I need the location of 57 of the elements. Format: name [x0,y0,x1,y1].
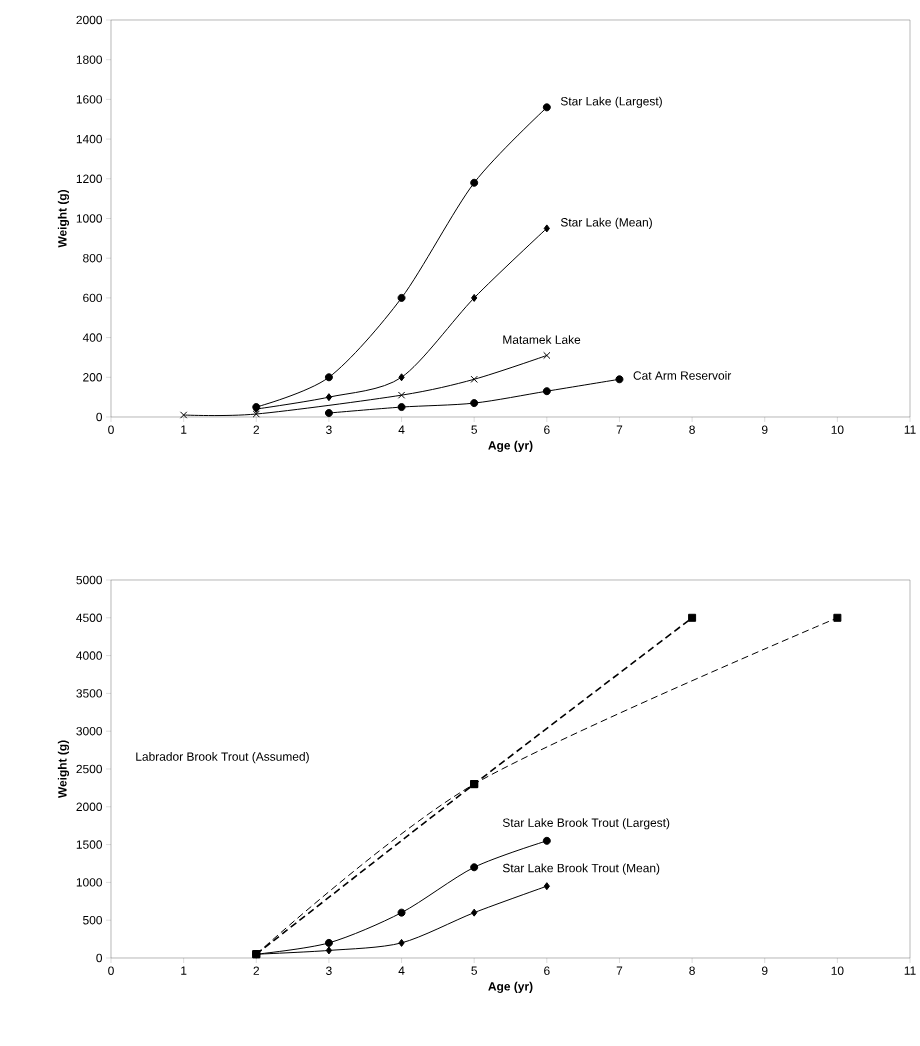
y-tick-label: 2500 [76,764,103,774]
x-tick-label: 1 [181,966,187,975]
x-tick-label: 4 [398,425,405,434]
x-tick-label: 0 [108,425,115,434]
y-tick-label: 800 [83,253,103,263]
x-tick-label: 7 [616,425,623,434]
x-tick-label: 5 [471,425,478,434]
y-tick-label: 1000 [77,878,103,887]
y-tick-label: 1200 [77,174,103,184]
text: Star Lake Brook Trout (Largest) [503,818,670,830]
x-tick-label: 4 [398,966,405,975]
y-tick-label: 0 [96,953,103,963]
annotation: Labrador Brook Trout (Assumed) [136,752,310,764]
x-tick-label: 1 [181,425,187,434]
x-tick-label: 9 [762,966,768,975]
y-tick-label: 1800 [77,55,103,64]
series-label: Star Lake (Largest) [561,96,663,108]
y-axis-title: Weight (g) [58,189,70,248]
x-axis-title: Age (yr) [488,981,533,994]
x-tick-label: 7 [616,966,623,975]
x-tick-label: 9 [762,425,768,434]
x-tick-label: 8 [689,425,696,434]
y-tick-label: 1400 [77,134,103,144]
y-axis-title: Weight (g) [58,740,70,799]
x-tick-label: 10 [831,966,844,975]
x-tick-label: 0 [108,966,115,975]
x-tick-label: 3 [326,966,332,975]
x-tick-label: 6 [544,966,550,975]
y-tick-label: 1600 [77,95,103,104]
y-tick-label: 0 [96,412,103,422]
series-label: Star Lake (Mean) [561,217,653,229]
text: Star Lake Brook Trout (Mean) [503,863,660,875]
x-tick-label: 2 [253,966,260,975]
series-label: Matamek Lake [503,335,581,344]
y-tick-label: 1500 [77,840,103,849]
x-tick-label: 2 [253,425,260,434]
series-label: Cat Arm Reservoir [633,370,732,380]
x-tick-label: 10 [831,425,844,434]
y-tick-label: 200 [83,373,103,382]
y-tick-label: 3000 [76,726,103,736]
x-tick-label: 6 [544,425,550,434]
y-tick-label: 400 [83,333,103,342]
y-tick-label: 500 [83,915,103,925]
x-axis-title: Age (yr) [488,440,533,453]
y-tick-label: 600 [83,293,103,303]
x-tick-label: 8 [689,966,696,975]
y-tick-label: 2000 [76,802,103,812]
y-tick-label: 5000 [76,575,103,585]
x-tick-label: 3 [326,425,332,434]
y-tick-label: 2000 [76,15,103,25]
x-tick-label: 11 [904,966,916,975]
y-tick-label: 3500 [76,689,103,698]
x-tick-label: 5 [471,966,478,975]
y-tick-label: 4000 [76,651,103,660]
x-tick-label: 11 [904,425,916,434]
y-tick-label: 4500 [76,613,103,623]
y-tick-label: 1000 [77,214,103,223]
